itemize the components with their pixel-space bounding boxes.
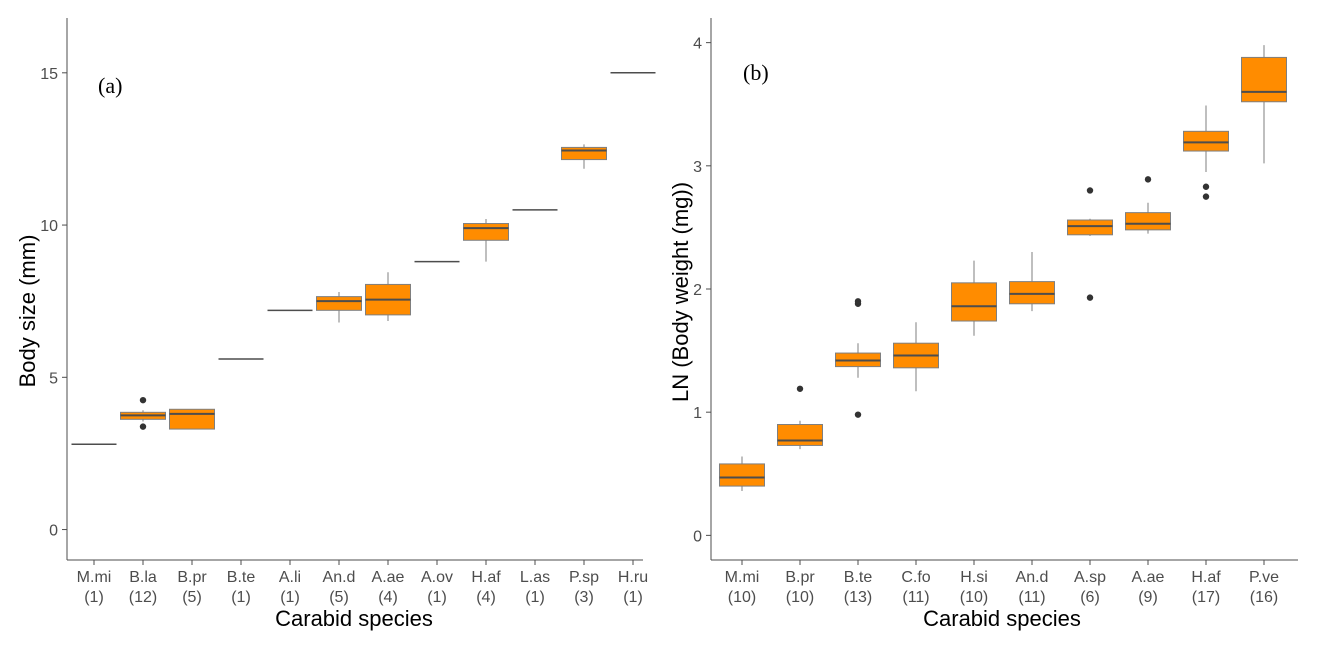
panel-a-label: (a) [98, 73, 122, 98]
panel-b-plot-area: 0 1 2 3 4 M.mi (10) B.pr (10) B.te (13) C.fo (11) H.s… [693, 18, 1298, 606]
panel-b-outlier [1202, 183, 1210, 190]
panel-a-x-tick-label: A.ae [372, 569, 405, 586]
panel-a-y-tick-label: 15 [40, 66, 58, 83]
panel-b-y-tick-label: 3 [693, 159, 702, 176]
panel-b-outlier [1086, 294, 1094, 301]
panel-a-x-axis-title: Carabid species [275, 606, 433, 631]
panel-b-x-tick-label: B.te [844, 569, 873, 586]
panel-b-y-tick-label: 2 [693, 282, 702, 299]
panel-b-outlier [796, 385, 804, 392]
panel-b-x-tick-count: (11) [902, 589, 929, 606]
panel-a-x-tick-count: (5) [182, 589, 202, 606]
panel-b-x-tick-label: H.si [960, 569, 988, 586]
panel-a-x-tick-count: (1) [427, 589, 447, 606]
panel-a-x-tick-label: B.pr [177, 569, 207, 586]
panel-a-x-tick-label: An.d [323, 569, 356, 586]
panel-b-outlier [1144, 176, 1152, 183]
panel-a-y-tick-label: 10 [40, 218, 58, 235]
panel-b-box [951, 282, 997, 322]
panel-b-x-tick-count: (10) [786, 589, 814, 606]
panel-b-x-tick-label: P.ve [1249, 569, 1279, 586]
panel-a-x-tick-label: H.ru [618, 569, 648, 586]
panel-b-y-tick-label: 1 [693, 405, 702, 422]
panel-b-x-tick-count: (17) [1192, 589, 1220, 606]
panel-a-x-tick-count: (4) [476, 589, 496, 606]
panel-b-x-tick-label: M.mi [725, 569, 760, 586]
panel-b-y-tick-label: 0 [693, 528, 702, 545]
panel-b-box [1067, 219, 1113, 236]
panel-b-y-tick-label: 4 [693, 36, 702, 53]
panel-a-x-tick-count: (12) [129, 589, 157, 606]
panel-b-box [1241, 56, 1287, 103]
panel-a: (a) Carabid species Body size (mm) 0 5 10 1… [15, 18, 656, 631]
panel-a-x-tick-label: H.af [471, 569, 501, 586]
panel-b-x-tick-label: A.ae [1132, 569, 1165, 586]
panel-a-x-tick-label: B.te [227, 569, 256, 586]
panel-a-x-tick-label: P.sp [569, 569, 599, 586]
panel-b-box [777, 424, 823, 446]
panel-a-x-tick-count: (4) [378, 589, 398, 606]
panel-a-box [463, 223, 509, 241]
panel-a-y-tick-label: 0 [49, 523, 58, 540]
panel-b-x-axis-title: Carabid species [923, 606, 1081, 631]
panel-b-label: (b) [743, 60, 769, 85]
panel-b-box [1125, 212, 1171, 231]
panel-b-x-tick-label: B.pr [785, 569, 815, 586]
panel-b-box [1183, 130, 1229, 152]
panel-b-outlier [854, 411, 862, 418]
panel-a-x-tick-count: (1) [84, 589, 104, 606]
panel-a-x-tick-count: (1) [231, 589, 251, 606]
panel-b-x-tick-count: (13) [844, 589, 872, 606]
panel-b-x-tick-count: (10) [960, 589, 988, 606]
panel-a-outlier [139, 423, 147, 430]
panel-a-x-tick-label: M.mi [77, 569, 112, 586]
panel-b-x-tick-count: (10) [728, 589, 756, 606]
panel-b-box [1009, 281, 1055, 305]
panel-b-box [719, 463, 765, 487]
panel-a-x-tick-label: L.as [520, 569, 550, 586]
panel-b-x-tick-label: H.af [1191, 569, 1221, 586]
panel-b-x-tick-count: (16) [1250, 589, 1278, 606]
panel-b-y-axis-title: LN (Body weight (mg)) [668, 182, 693, 402]
panel-a-plot-area: 0 5 10 15 M.mi (1) B.la (12) B.pr (5) B.te (1) A.li (… [40, 18, 656, 606]
panel-a-box [561, 146, 607, 161]
panel-b-x-tick-count: (11) [1018, 589, 1045, 606]
panel-b-x-tick-count: (9) [1138, 589, 1158, 606]
panel-a-box [169, 408, 215, 430]
panel-b-x-tick-label: C.fo [901, 569, 930, 586]
panel-b-outlier [1202, 193, 1210, 200]
panel-b-outlier [1086, 187, 1094, 194]
panel-b: (b) Carabid species LN (Body weight (mg)… [668, 18, 1298, 631]
panel-a-box [316, 296, 362, 311]
panel-a-x-tick-count: (1) [623, 589, 643, 606]
panel-a-x-tick-label: A.li [279, 569, 301, 586]
panel-a-y-axis-title: Body size (mm) [15, 235, 40, 388]
panel-a-x-tick-count: (5) [329, 589, 349, 606]
panel-a-x-tick-label: A.ov [421, 569, 453, 586]
panel-a-x-tick-label: B.la [129, 569, 157, 586]
panel-a-y-tick-label: 5 [49, 370, 58, 387]
panel-a-x-tick-count: (1) [525, 589, 545, 606]
panel-b-outlier [854, 298, 862, 305]
panel-a-outlier [139, 396, 147, 404]
panel-b-x-tick-count: (6) [1080, 589, 1100, 606]
panel-b-x-tick-label: A.sp [1074, 569, 1106, 586]
panel-b-x-tick-label: An.d [1016, 569, 1049, 586]
panel-a-x-tick-count: (3) [574, 589, 594, 606]
panel-a-x-tick-count: (1) [280, 589, 300, 606]
